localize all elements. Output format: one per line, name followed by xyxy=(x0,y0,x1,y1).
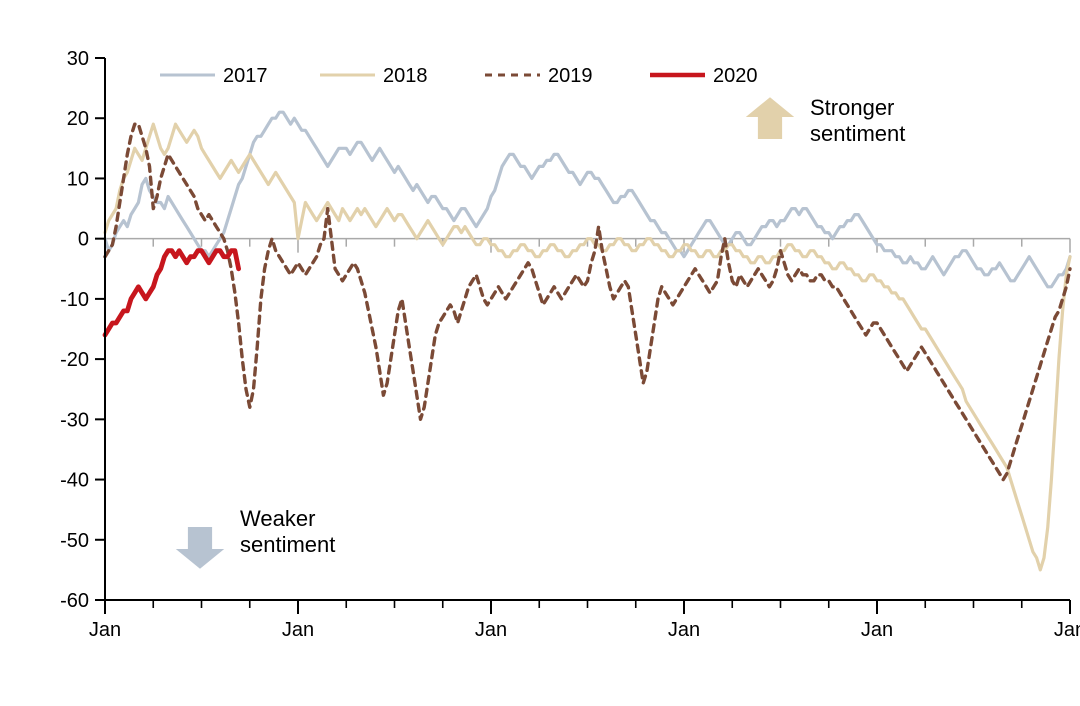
arrow-down xyxy=(176,527,224,569)
x-tick-label: Jan xyxy=(282,619,314,641)
arrow-up xyxy=(746,97,794,139)
y-tick-label: 0 xyxy=(78,229,89,251)
x-tick-label: Jan xyxy=(1054,619,1080,641)
annotation-text: sentiment xyxy=(810,121,905,146)
chart-container: -60 -50 -40 -30 -20 -10 0 10 20 30 Jan Jan Jan Jan Jan… xyxy=(0,0,1080,706)
legend-label-2017: 2017 xyxy=(223,65,268,87)
annotation-text: Weaker xyxy=(240,506,315,531)
y-tick-label: 10 xyxy=(67,168,89,190)
legend-label-2019: 2019 xyxy=(548,65,593,87)
y-tick-label: -50 xyxy=(60,530,89,552)
series-2017 xyxy=(105,112,1070,287)
legend-label-2020: 2020 xyxy=(713,65,758,87)
y-tick-label: -40 xyxy=(60,470,89,492)
x-tick-label: Jan xyxy=(89,619,121,641)
series-2020 xyxy=(105,251,239,335)
y-tick-label: 20 xyxy=(67,108,89,130)
series-2019 xyxy=(105,124,1070,479)
x-tick-label: Jan xyxy=(475,619,507,641)
annotation-text: Stronger xyxy=(810,95,894,120)
y-tick-label: -20 xyxy=(60,349,89,371)
y-tick-label: 30 xyxy=(67,48,89,70)
x-tick-label: Jan xyxy=(861,619,893,641)
y-tick-label: -10 xyxy=(60,289,89,311)
y-tick-label: -30 xyxy=(60,409,89,431)
annotation-text: sentiment xyxy=(240,532,335,557)
line-chart: -60 -50 -40 -30 -20 -10 0 10 20 30 Jan Jan Jan Jan Jan… xyxy=(0,0,1080,706)
legend-label-2018: 2018 xyxy=(383,65,428,87)
x-tick-label: Jan xyxy=(668,619,700,641)
series-2018 xyxy=(105,124,1070,570)
y-tick-label: -60 xyxy=(60,590,89,612)
